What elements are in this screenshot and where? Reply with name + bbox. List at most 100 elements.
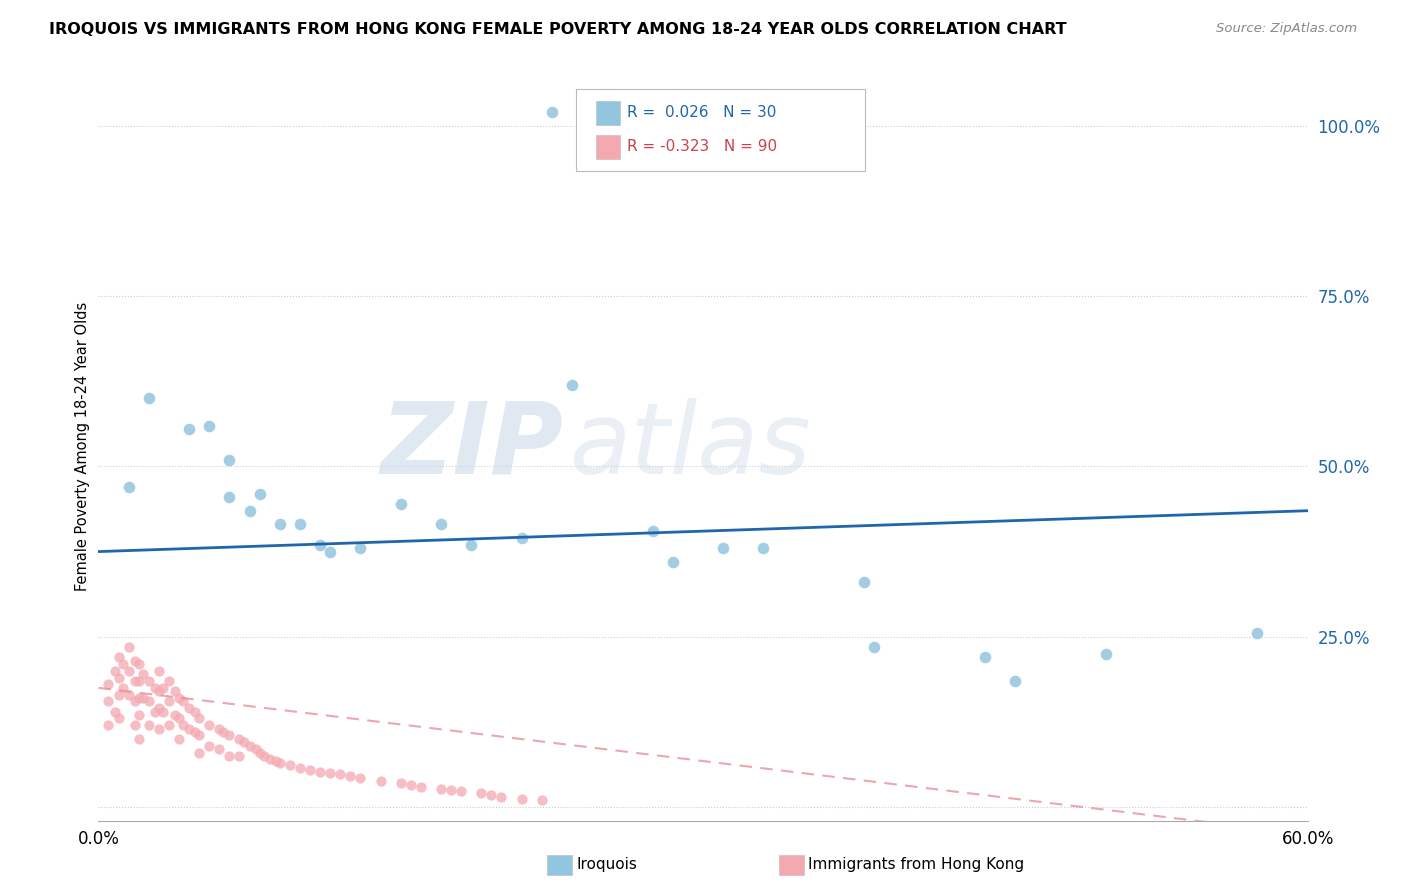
Point bbox=[103, 705, 125, 719]
Point bbox=[1004, 673, 1026, 688]
Point bbox=[309, 764, 332, 779]
Point bbox=[339, 769, 361, 783]
Point bbox=[228, 748, 250, 763]
Point bbox=[510, 792, 533, 806]
Point bbox=[124, 694, 146, 708]
Point bbox=[107, 671, 129, 685]
Point bbox=[269, 756, 291, 770]
Point bbox=[124, 654, 146, 668]
Text: atlas: atlas bbox=[569, 398, 811, 494]
Point bbox=[661, 555, 683, 569]
Point bbox=[269, 517, 291, 532]
Point bbox=[1095, 647, 1118, 661]
Point bbox=[167, 691, 190, 706]
Point bbox=[319, 766, 342, 780]
Point bbox=[249, 486, 271, 500]
Point bbox=[188, 746, 211, 760]
Point bbox=[118, 688, 141, 702]
Point bbox=[349, 772, 371, 786]
Point bbox=[239, 739, 262, 753]
Point bbox=[128, 708, 150, 723]
Point bbox=[188, 729, 211, 743]
Point bbox=[389, 776, 412, 790]
Point bbox=[245, 742, 267, 756]
Point bbox=[179, 722, 201, 736]
Point bbox=[163, 708, 186, 723]
Point bbox=[124, 673, 146, 688]
Point bbox=[157, 694, 180, 708]
Point bbox=[111, 657, 134, 671]
Point bbox=[349, 541, 371, 556]
Point bbox=[470, 786, 492, 800]
Point bbox=[148, 722, 170, 736]
Point bbox=[128, 731, 150, 746]
Point bbox=[138, 694, 160, 708]
Point bbox=[228, 731, 250, 746]
Point bbox=[172, 694, 194, 708]
Point bbox=[309, 538, 332, 552]
Text: Source: ZipAtlas.com: Source: ZipAtlas.com bbox=[1216, 22, 1357, 36]
Point bbox=[218, 452, 240, 467]
Text: R =  0.026   N = 30: R = 0.026 N = 30 bbox=[627, 105, 776, 120]
Point bbox=[148, 664, 170, 678]
Point bbox=[198, 739, 221, 753]
Point bbox=[232, 735, 254, 749]
Point bbox=[711, 541, 734, 556]
Point bbox=[752, 541, 775, 556]
Point bbox=[218, 490, 240, 504]
Point bbox=[278, 757, 301, 772]
Point bbox=[107, 688, 129, 702]
Point bbox=[111, 681, 134, 695]
Point bbox=[440, 783, 463, 797]
Point bbox=[259, 752, 281, 766]
Point bbox=[264, 754, 287, 768]
Point bbox=[128, 657, 150, 671]
Point bbox=[329, 767, 352, 781]
Point bbox=[288, 760, 311, 774]
Point bbox=[163, 684, 186, 698]
Point bbox=[97, 677, 120, 691]
Point bbox=[863, 640, 886, 654]
Point bbox=[974, 650, 997, 665]
Point bbox=[132, 667, 155, 681]
Text: Immigrants from Hong Kong: Immigrants from Hong Kong bbox=[808, 857, 1025, 871]
Point bbox=[399, 778, 422, 792]
Point bbox=[107, 650, 129, 665]
Text: R = -0.323   N = 90: R = -0.323 N = 90 bbox=[627, 139, 778, 153]
Point bbox=[179, 422, 201, 436]
Point bbox=[198, 718, 221, 732]
Point bbox=[481, 788, 503, 802]
Point bbox=[107, 711, 129, 725]
Point bbox=[97, 718, 120, 732]
Point bbox=[103, 664, 125, 678]
Point bbox=[184, 705, 207, 719]
Point bbox=[118, 480, 141, 494]
Point bbox=[540, 105, 562, 120]
Point bbox=[124, 718, 146, 732]
Point bbox=[118, 664, 141, 678]
Point bbox=[143, 705, 166, 719]
Point bbox=[157, 718, 180, 732]
Y-axis label: Female Poverty Among 18-24 Year Olds: Female Poverty Among 18-24 Year Olds bbox=[75, 301, 90, 591]
Point bbox=[118, 640, 141, 654]
Point bbox=[179, 701, 201, 715]
Point bbox=[97, 694, 120, 708]
Point bbox=[510, 531, 533, 545]
Point bbox=[239, 504, 262, 518]
Point bbox=[208, 742, 231, 756]
Point bbox=[138, 673, 160, 688]
Point bbox=[208, 722, 231, 736]
Point bbox=[389, 497, 412, 511]
Point bbox=[138, 392, 160, 406]
Text: Iroquois: Iroquois bbox=[576, 857, 637, 871]
Point bbox=[212, 725, 235, 739]
Point bbox=[631, 119, 654, 133]
Point bbox=[198, 418, 221, 433]
Point bbox=[132, 691, 155, 706]
Point bbox=[409, 780, 432, 794]
Point bbox=[152, 681, 174, 695]
Point bbox=[143, 681, 166, 695]
Point bbox=[491, 789, 513, 804]
Point bbox=[450, 784, 472, 798]
Point bbox=[184, 725, 207, 739]
